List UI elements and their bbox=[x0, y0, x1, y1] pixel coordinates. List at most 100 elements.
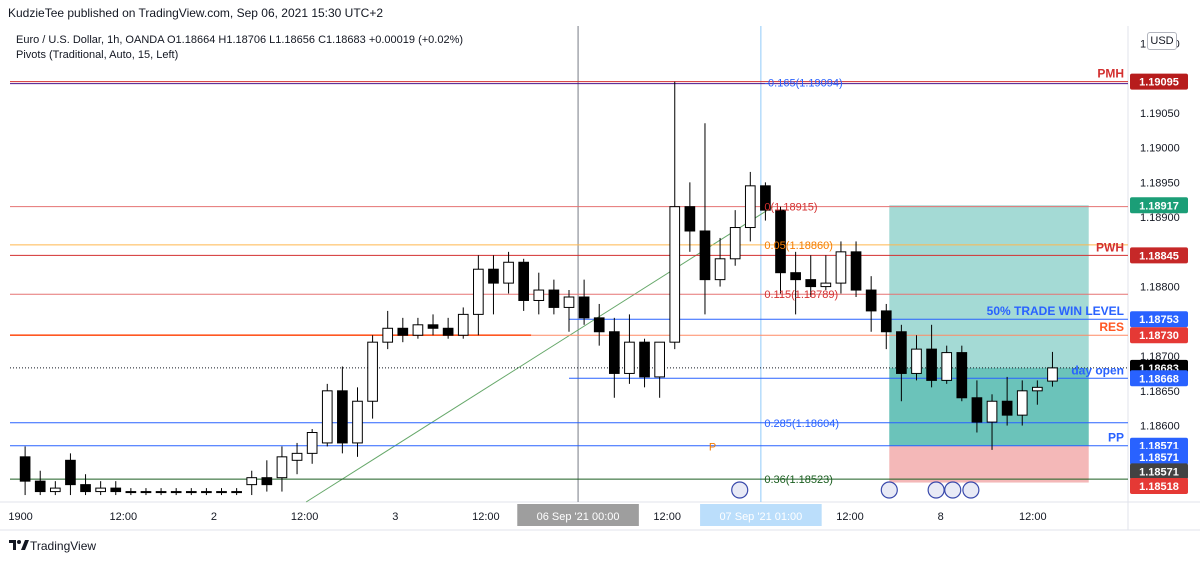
candles-layer bbox=[19, 81, 1058, 496]
price-tag: 1.18753 bbox=[1139, 314, 1179, 326]
price-tag-bg bbox=[1130, 448, 1188, 465]
y-tick-label: 1.18600 bbox=[1140, 421, 1180, 433]
time-tag-bg bbox=[517, 504, 639, 526]
candle bbox=[397, 327, 409, 336]
horizontal-lines-layer bbox=[10, 81, 1128, 480]
y-tick-label: 1.18800 bbox=[1140, 282, 1180, 294]
candle bbox=[850, 251, 862, 291]
candle bbox=[729, 227, 741, 260]
price-tag: 1.18917 bbox=[1139, 200, 1179, 212]
x-tick-label: 06 Sep '21 00:00 bbox=[537, 511, 620, 523]
symbol-ohlc-line[interactable]: Euro / U.S. Dollar, 1h, OANDA O1.18664 H… bbox=[16, 34, 464, 46]
candle bbox=[624, 341, 635, 374]
fib-label: 0.36(1.18523) bbox=[764, 474, 833, 486]
candle bbox=[744, 185, 756, 229]
candle bbox=[548, 289, 560, 308]
candle bbox=[367, 341, 378, 402]
price-tag-bg bbox=[1130, 73, 1188, 90]
x-tick-label: 12:00 bbox=[1019, 511, 1047, 523]
fib-label: 0.05(1.18860) bbox=[764, 240, 833, 252]
candle bbox=[654, 341, 665, 378]
candle bbox=[563, 296, 575, 308]
candle bbox=[412, 324, 424, 336]
candle bbox=[306, 432, 318, 454]
candle bbox=[65, 459, 76, 486]
candle bbox=[291, 452, 303, 461]
candle bbox=[835, 251, 847, 284]
event-flag-icon bbox=[927, 481, 945, 499]
candle bbox=[185, 491, 197, 494]
labels-layer: PMH PWH RES 50% TRADE WIN LEVEL day open PP -0… bbox=[709, 67, 1124, 499]
line-label-day-open: day open bbox=[1071, 363, 1124, 377]
fib-label: -0.165(1.19094) bbox=[764, 77, 842, 89]
position-zones bbox=[305, 205, 1089, 503]
candle bbox=[518, 261, 530, 301]
x-tick-label: 12:00 bbox=[291, 511, 319, 523]
event-flag-icon bbox=[731, 481, 749, 499]
candle bbox=[170, 491, 182, 494]
time-axis: 1900 12:00 2 12:00 3 12:00 06 Sep '21 00:00 12:… bbox=[8, 504, 1047, 526]
candle bbox=[427, 324, 439, 329]
candle bbox=[865, 289, 877, 312]
event-flag-icon bbox=[880, 481, 898, 499]
candle bbox=[19, 456, 31, 482]
candle bbox=[593, 317, 605, 333]
x-tick-label: 12:00 bbox=[110, 511, 138, 523]
x-tick-label: 07 Sep '21 01:00 bbox=[719, 511, 802, 523]
candle bbox=[216, 491, 227, 494]
candle bbox=[1047, 367, 1058, 382]
candle bbox=[775, 209, 786, 274]
candle bbox=[140, 491, 152, 494]
candle bbox=[49, 487, 61, 493]
tradingview-logo-icon bbox=[9, 540, 29, 550]
candle bbox=[261, 477, 273, 486]
indicator-legend-line[interactable]: Pivots (Traditional, Auto, 15, Left) bbox=[16, 49, 179, 61]
y-tick-label: 1.18650 bbox=[1140, 386, 1180, 398]
candle bbox=[533, 289, 545, 301]
candle bbox=[820, 282, 832, 288]
candle bbox=[110, 487, 122, 493]
price-tag-bg bbox=[1130, 311, 1188, 328]
price-tag: 1.18845 bbox=[1139, 250, 1179, 262]
candle bbox=[684, 206, 696, 232]
candle bbox=[578, 296, 590, 319]
x-tick-label: 3 bbox=[392, 511, 398, 523]
price-tag-bg bbox=[1130, 370, 1188, 387]
candle bbox=[125, 491, 137, 494]
price-tag-bg bbox=[1130, 247, 1188, 264]
candle bbox=[95, 487, 106, 493]
candle bbox=[911, 348, 922, 374]
candle bbox=[80, 484, 91, 493]
tradingview-brand: TradingView bbox=[30, 539, 97, 553]
candle bbox=[231, 491, 242, 494]
y-tick-label: 1.19000 bbox=[1140, 143, 1180, 155]
event-flag-icon bbox=[962, 481, 980, 499]
candle bbox=[276, 456, 288, 479]
x-tick-label: 12:00 bbox=[472, 511, 500, 523]
top-bar: KudzieTee published on TradingView.com, … bbox=[0, 0, 1200, 26]
candle bbox=[503, 261, 514, 284]
candle bbox=[669, 206, 681, 343]
line-label-PP: PP bbox=[1108, 431, 1124, 445]
currency-badge[interactable]: USD bbox=[1147, 32, 1177, 50]
candle bbox=[382, 327, 394, 343]
trend-line bbox=[305, 206, 774, 503]
candle bbox=[457, 313, 469, 336]
price-tag-bg bbox=[1130, 463, 1188, 480]
candle bbox=[714, 258, 726, 281]
candle bbox=[790, 272, 801, 281]
candle bbox=[1016, 390, 1028, 416]
fib-label: 0.115(1.18789) bbox=[764, 289, 838, 301]
candle bbox=[442, 327, 454, 336]
candle bbox=[639, 341, 650, 378]
price-axis: 1.191501.190501.190001.189501.189001.188… bbox=[1130, 38, 1188, 495]
x-tick-label: 8 bbox=[938, 511, 944, 523]
footer bbox=[0, 532, 1200, 561]
y-tick-label: 1.18950 bbox=[1140, 177, 1180, 189]
price-tag-bg bbox=[1130, 197, 1188, 214]
y-tick-label: 1.18900 bbox=[1140, 212, 1180, 224]
candle bbox=[986, 400, 998, 423]
price-tag: 1.18518 bbox=[1139, 481, 1179, 493]
price-tag: 1.18571 bbox=[1139, 466, 1179, 478]
